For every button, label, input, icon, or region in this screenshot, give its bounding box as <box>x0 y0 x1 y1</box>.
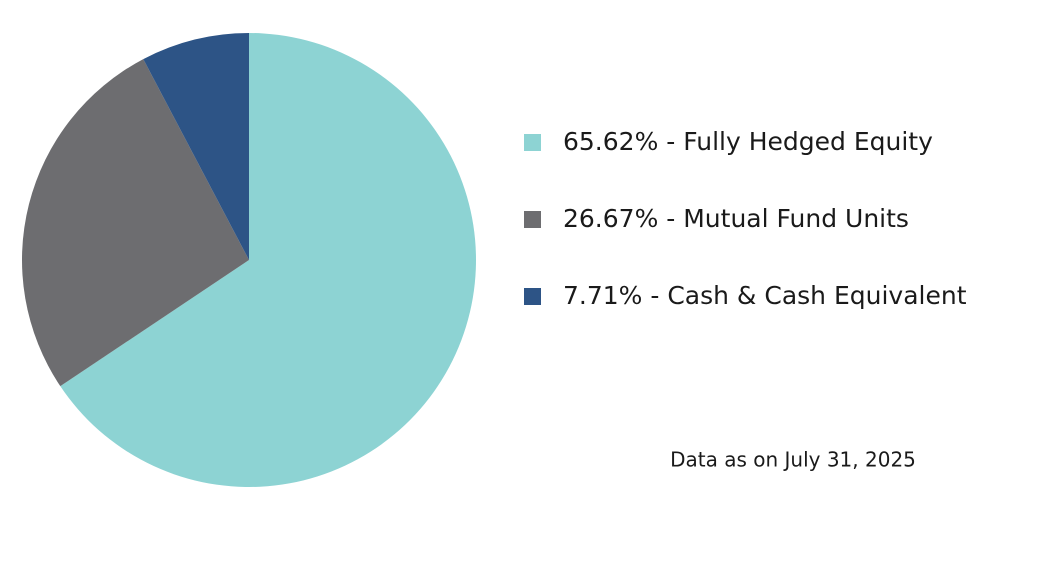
legend-swatch <box>524 134 541 151</box>
pie <box>22 33 477 487</box>
pie-slice <box>143 33 249 260</box>
annotation: Data as on July 31, 2025 <box>670 448 916 472</box>
legend: 65.62% - Fully Hedged Equity 26.67% - Mut… <box>524 127 967 310</box>
pie-slice <box>60 33 477 487</box>
legend-label: 7.71% - Cash & Cash Equivalent <box>563 281 967 310</box>
legend-label: 26.67% - Mutual Fund Units <box>563 204 909 233</box>
legend-swatch <box>524 288 541 305</box>
pie-slice <box>22 59 250 387</box>
legend-swatch <box>524 211 541 228</box>
legend-label: 65.62% - Fully Hedged Equity <box>563 127 933 156</box>
